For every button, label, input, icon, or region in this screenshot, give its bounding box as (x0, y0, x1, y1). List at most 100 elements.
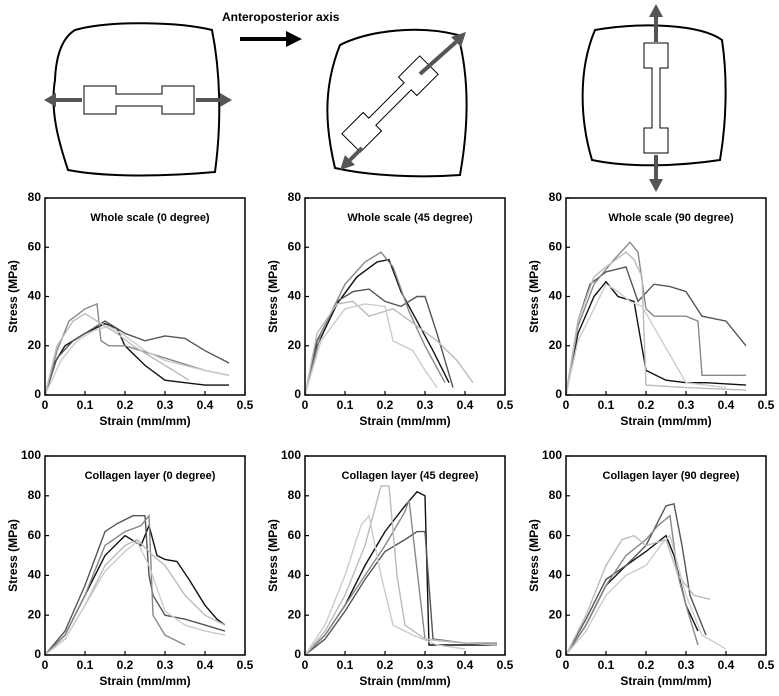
chart: 0 20 40 60 80 100 0 0.1 0.2 0.3 0.4 0.5 Collagen lay… (266, 448, 513, 688)
arrow (418, 40, 458, 76)
series-line (304, 530, 498, 656)
scale-outline (52, 22, 221, 177)
y-tick-label: 60 (549, 239, 563, 253)
y-tick-label: 0 (294, 647, 301, 661)
y-tick-label: 20 (288, 607, 302, 621)
x-tick-label: 0.3 (417, 658, 434, 672)
series-line (44, 302, 230, 396)
series-line (304, 258, 450, 396)
y-tick-label: 100 (542, 448, 562, 462)
y-tick-label: 80 (28, 488, 42, 502)
y-tick-label: 20 (28, 338, 42, 352)
x-tick-label: 0.4 (457, 658, 474, 672)
plot-frame (565, 197, 767, 396)
y-tick-label: 80 (288, 190, 302, 204)
y-axis-label: Stress (MPa) (6, 260, 20, 333)
series-line (565, 502, 707, 656)
chart-title: Whole scale (45 degree) (347, 212, 473, 224)
y-tick-label: 80 (288, 488, 302, 502)
y-tick-label: 0 (294, 387, 301, 401)
plot-frame (304, 197, 506, 396)
series-line (44, 540, 226, 656)
chart: 0 20 40 60 80 0 0.1 0.2 0.3 0.4 0.5 Whole scale (90… (527, 190, 774, 428)
y-tick-label: 40 (288, 289, 302, 303)
x-tick-label: 0.4 (718, 398, 735, 412)
y-tick-label: 60 (28, 239, 42, 253)
y-tick-label: 20 (28, 607, 42, 621)
y-tick-label: 40 (28, 289, 42, 303)
x-tick-label: 0.5 (758, 398, 775, 412)
series-line (44, 312, 190, 396)
y-axis-label: Stress (MPa) (266, 260, 280, 333)
y-tick-label: 40 (288, 568, 302, 582)
series-line (565, 514, 699, 656)
y-tick-label: 0 (555, 387, 562, 401)
x-tick-label: 0.3 (678, 398, 695, 412)
y-tick-label: 40 (549, 568, 563, 582)
series-line (565, 280, 747, 396)
x-axis-label: Strain (mm/mm) (620, 674, 711, 688)
y-tick-label: 60 (549, 528, 563, 542)
x-tick-label: 0.3 (157, 398, 174, 412)
y-tick-label: 80 (549, 190, 563, 204)
arrow-head (649, 4, 663, 17)
diagram (52, 22, 727, 178)
x-tick-label: 0 (42, 658, 49, 672)
series-line (304, 251, 446, 396)
y-tick-label: 20 (549, 338, 563, 352)
x-tick-label: 0.5 (497, 658, 514, 672)
x-tick-label: 0.4 (718, 658, 735, 672)
y-tick-label: 40 (28, 568, 42, 582)
x-tick-label: 0 (302, 658, 309, 672)
specimen (83, 85, 195, 115)
x-tick-label: 0.3 (417, 398, 434, 412)
series-line (304, 490, 497, 656)
series-line (44, 320, 230, 396)
arrow (348, 146, 364, 162)
scale-outline (326, 28, 468, 178)
x-tick-label: 0.2 (117, 658, 134, 672)
x-axis-label: Strain (mm/mm) (99, 674, 190, 688)
series-line (44, 513, 186, 656)
x-axis-label: Strain (mm/mm) (620, 414, 711, 428)
chart: 0 20 40 60 80 0 0.1 0.2 0.3 0.4 0.5 Whole scale (0 … (6, 190, 253, 428)
y-tick-label: 100 (21, 448, 41, 462)
x-axis-label: Strain (mm/mm) (359, 414, 450, 428)
y-tick-label: 60 (28, 528, 42, 542)
series-line (304, 485, 498, 656)
arrow-head (220, 93, 232, 107)
x-tick-label: 0.4 (197, 658, 214, 672)
series-line (44, 515, 226, 656)
plot-frame (304, 455, 506, 656)
series-line (565, 283, 727, 396)
y-tick-label: 60 (288, 528, 302, 542)
x-tick-label: 0 (302, 398, 309, 412)
y-tick-label: 100 (281, 448, 301, 462)
chart-title: Whole scale (90 degree) (608, 212, 734, 224)
series-line (44, 538, 226, 656)
x-tick-label: 0.1 (337, 398, 354, 412)
x-tick-label: 0.3 (157, 658, 174, 672)
series-line (565, 534, 727, 656)
series-line (304, 514, 466, 656)
x-tick-label: 0.5 (237, 658, 254, 672)
chart-title: Whole scale (0 degree) (90, 212, 210, 224)
plot-frame (565, 455, 767, 656)
y-tick-label: 80 (549, 488, 563, 502)
series-line (565, 534, 711, 656)
series-line (304, 499, 497, 656)
x-tick-label: 0.2 (117, 398, 134, 412)
x-tick-label: 0.1 (337, 658, 354, 672)
scale-outline (581, 24, 727, 167)
y-tick-label: 0 (34, 387, 41, 401)
y-tick-label: 0 (34, 647, 41, 661)
x-axis-label: Strain (mm/mm) (99, 414, 190, 428)
series-line (565, 534, 699, 656)
x-tick-label: 0.2 (377, 398, 394, 412)
specimen (643, 42, 669, 154)
series-line (565, 266, 747, 396)
x-tick-label: 0.1 (77, 658, 94, 672)
chart-title: Collagen layer (0 degree) (85, 470, 216, 482)
chart: 0 20 40 60 80 100 0 0.1 0.2 0.3 0.4 0.5 Collagen lay… (527, 448, 774, 688)
